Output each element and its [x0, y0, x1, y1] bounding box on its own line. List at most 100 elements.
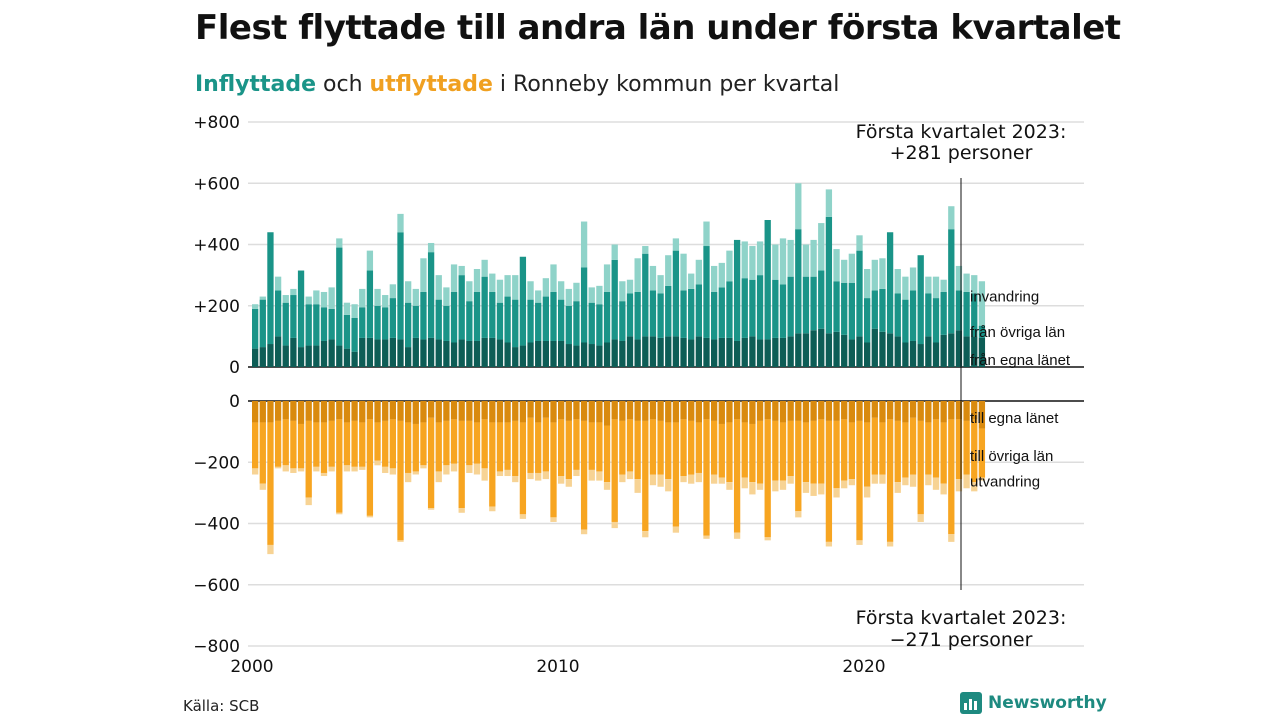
bar-top-1 — [779, 284, 787, 338]
bar-bottom-1 — [963, 420, 970, 475]
bar-top-2 — [649, 265, 657, 291]
annotation-bottom-line1: Första kvartalet 2023: — [856, 607, 1067, 629]
bar-bottom-0 — [848, 401, 855, 423]
bar-bottom-0 — [405, 401, 412, 423]
bar-bottom-2 — [542, 471, 549, 480]
bar-top-1 — [603, 291, 611, 343]
bar-bottom-2 — [336, 512, 343, 515]
bar-bottom-0 — [427, 401, 435, 418]
bar-top-2 — [496, 279, 504, 303]
bar-bottom-1 — [489, 422, 496, 507]
bar-top-2 — [305, 296, 312, 305]
bar-top-0 — [519, 345, 527, 367]
x-tick: 2000 — [230, 657, 273, 677]
bar-bottom-1 — [359, 422, 366, 467]
bar-bottom-0 — [450, 401, 458, 420]
bar-bottom-0 — [328, 401, 335, 421]
bar-bottom-1 — [779, 422, 787, 481]
bar-bottom-1 — [320, 422, 328, 473]
bar-top-2 — [450, 264, 458, 292]
bar-top-1 — [619, 301, 626, 341]
bar-bottom-2 — [320, 472, 328, 477]
bar-bottom-1 — [886, 419, 894, 542]
series-labels: från egna länet från övriga län invandring… — [970, 289, 1071, 491]
annotation-bottom-line2: −271 personer — [890, 629, 1033, 651]
bar-bottom-2 — [374, 460, 381, 466]
bar-top-0 — [756, 339, 764, 367]
bar-top-2 — [252, 304, 259, 309]
bar-bottom-0 — [741, 401, 748, 423]
bar-top-0 — [473, 340, 481, 367]
bar-bottom-1 — [955, 419, 963, 480]
bar-bottom-2 — [787, 476, 794, 484]
bar-bottom-2 — [864, 486, 871, 498]
bar-top-1 — [971, 293, 978, 337]
bar-top-0 — [657, 337, 664, 367]
bar-top-1 — [611, 259, 618, 340]
bar-bottom-0 — [290, 401, 297, 421]
subtitle-och: och — [323, 72, 363, 97]
bar-bottom-1 — [282, 419, 289, 466]
bar-bottom-2 — [473, 463, 481, 475]
bar-top-2 — [825, 189, 833, 217]
bar-bottom-2 — [733, 532, 741, 539]
bar-top-2 — [550, 264, 557, 292]
bar-top-0 — [741, 337, 748, 367]
bar-top-2 — [427, 242, 435, 253]
bar-top-1 — [527, 299, 534, 343]
bar-bottom-2 — [535, 472, 542, 481]
bar-bottom-1 — [450, 419, 458, 464]
bar-top-2 — [573, 282, 580, 302]
gridlines — [248, 121, 1084, 647]
bar-top-2 — [596, 285, 603, 305]
bar-top-2 — [810, 239, 817, 277]
bar-bottom-0 — [971, 401, 978, 420]
bar-bottom-1 — [978, 428, 986, 478]
bar-top-2 — [711, 265, 718, 292]
bar-bottom-2 — [558, 476, 565, 484]
bar-bottom-2 — [833, 488, 840, 498]
bar-top-1 — [917, 255, 924, 345]
bar-bottom-0 — [871, 401, 878, 418]
bar-bottom-2 — [711, 474, 718, 484]
bar-bottom-2 — [573, 469, 580, 477]
bar-bottom-2 — [741, 477, 748, 489]
bar-bottom-1 — [726, 422, 733, 483]
bar-top-1 — [856, 250, 863, 337]
source-note: Källa: SCB — [183, 697, 260, 715]
bar-bottom-2 — [282, 465, 289, 472]
bar-bottom-2 — [879, 474, 886, 484]
bar-top-1 — [259, 299, 266, 348]
bar-bottom-2 — [519, 514, 527, 519]
bar-top-0 — [397, 339, 404, 367]
bar-bottom-1 — [688, 420, 695, 475]
bar-top-1 — [343, 314, 351, 349]
bar-bottom-1 — [558, 419, 565, 477]
bar-top-1 — [688, 288, 695, 340]
bar-bottom-0 — [909, 401, 917, 418]
bar-bottom-1 — [527, 417, 534, 473]
bar-bottom-0 — [519, 401, 527, 423]
bar-bottom-0 — [282, 401, 289, 420]
bar-top-1 — [374, 305, 381, 340]
bar-bottom-0 — [657, 401, 664, 421]
bar-bottom-0 — [252, 401, 259, 423]
bar-bottom-1 — [711, 420, 718, 475]
bar-bottom-0 — [550, 401, 557, 423]
bar-bottom-2 — [818, 483, 825, 495]
x-tick: 2020 — [842, 657, 885, 677]
bar-bottom-0 — [336, 401, 343, 420]
bar-bottom-1 — [481, 419, 488, 469]
bar-bottom-1 — [917, 420, 924, 515]
bar-bottom-0 — [726, 401, 733, 423]
bar-top-0 — [787, 336, 794, 368]
bar-bottom-0 — [558, 401, 565, 420]
bar-top-2 — [412, 288, 419, 306]
bar-bottom-0 — [756, 401, 764, 421]
bar-bottom-0 — [512, 401, 519, 421]
bar-top-2 — [634, 258, 641, 292]
bar-top-0 — [290, 337, 297, 367]
bar-top-2 — [619, 281, 626, 302]
bar-bottom-0 — [496, 401, 504, 423]
bar-bottom-1 — [657, 420, 664, 475]
